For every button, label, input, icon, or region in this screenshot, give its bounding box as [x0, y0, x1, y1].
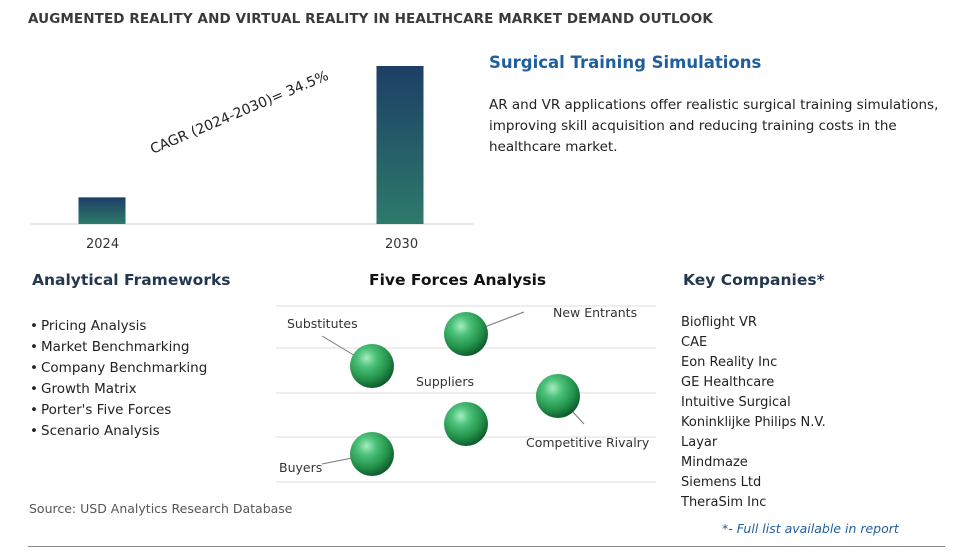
companies-title: Key Companies* [683, 271, 825, 289]
sphere-suppliers [444, 402, 488, 446]
framework-item: Porter's Five Forces [30, 400, 207, 421]
frameworks-title: Analytical Frameworks [32, 271, 231, 289]
framework-item: Company Benchmarking [30, 358, 207, 379]
company-item: CAE [681, 335, 708, 350]
company-item: Layar [681, 435, 718, 450]
bar-2030 [376, 66, 424, 224]
sphere-buyers [350, 432, 394, 476]
page-title: AUGMENTED REALITY AND VIRTUAL REALITY IN… [28, 11, 713, 27]
company-item: TheraSim Inc [681, 495, 767, 510]
source-note: Source: USD Analytics Research Database [29, 501, 293, 516]
framework-item: Growth Matrix [30, 379, 207, 400]
bar-2024 [78, 197, 126, 224]
force-label-substitutes: Substitutes [287, 316, 358, 331]
company-item: Bioflight VR [681, 315, 757, 330]
sphere-substitutes [350, 344, 394, 388]
frameworks-list: Pricing Analysis Market Benchmarking Com… [30, 316, 207, 442]
force-label-suppliers: Suppliers [416, 374, 475, 389]
x-tick-label-2024: 2024 [86, 237, 120, 252]
company-item: Mindmaze [681, 455, 748, 470]
highlight-text: AR and VR applications offer realistic s… [489, 97, 939, 155]
five-forces-title: Five Forces Analysis [369, 271, 547, 289]
company-item: Koninklijke Philips N.V. [681, 415, 826, 430]
companies-list: Bioflight VR CAE Eon Reality Inc GE Heal… [681, 313, 826, 513]
full-list-note: *- Full list available in report [722, 521, 899, 536]
x-tick-label-2030: 2030 [385, 237, 419, 252]
company-item: Siemens Ltd [681, 475, 762, 490]
highlight-title: Surgical Training Simulations [489, 53, 762, 72]
force-label-buyers: Buyers [279, 460, 323, 475]
company-item: GE Healthcare [681, 375, 775, 390]
force-label-competitive-rivalry: Competitive Rivalry [526, 435, 650, 450]
market-bar-chart [30, 66, 474, 225]
company-item: Intuitive Surgical [681, 395, 791, 410]
force-label-new-entrants: New Entrants [553, 305, 638, 320]
five-forces-diagram [276, 305, 656, 483]
company-item: Eon Reality Inc [681, 355, 778, 370]
sphere-new-entrants [444, 312, 488, 356]
sphere-competitive-rivalry [536, 374, 580, 418]
bottom-divider [28, 546, 945, 547]
framework-item: Pricing Analysis [30, 316, 207, 337]
framework-item: Scenario Analysis [30, 421, 207, 442]
framework-item: Market Benchmarking [30, 337, 207, 358]
